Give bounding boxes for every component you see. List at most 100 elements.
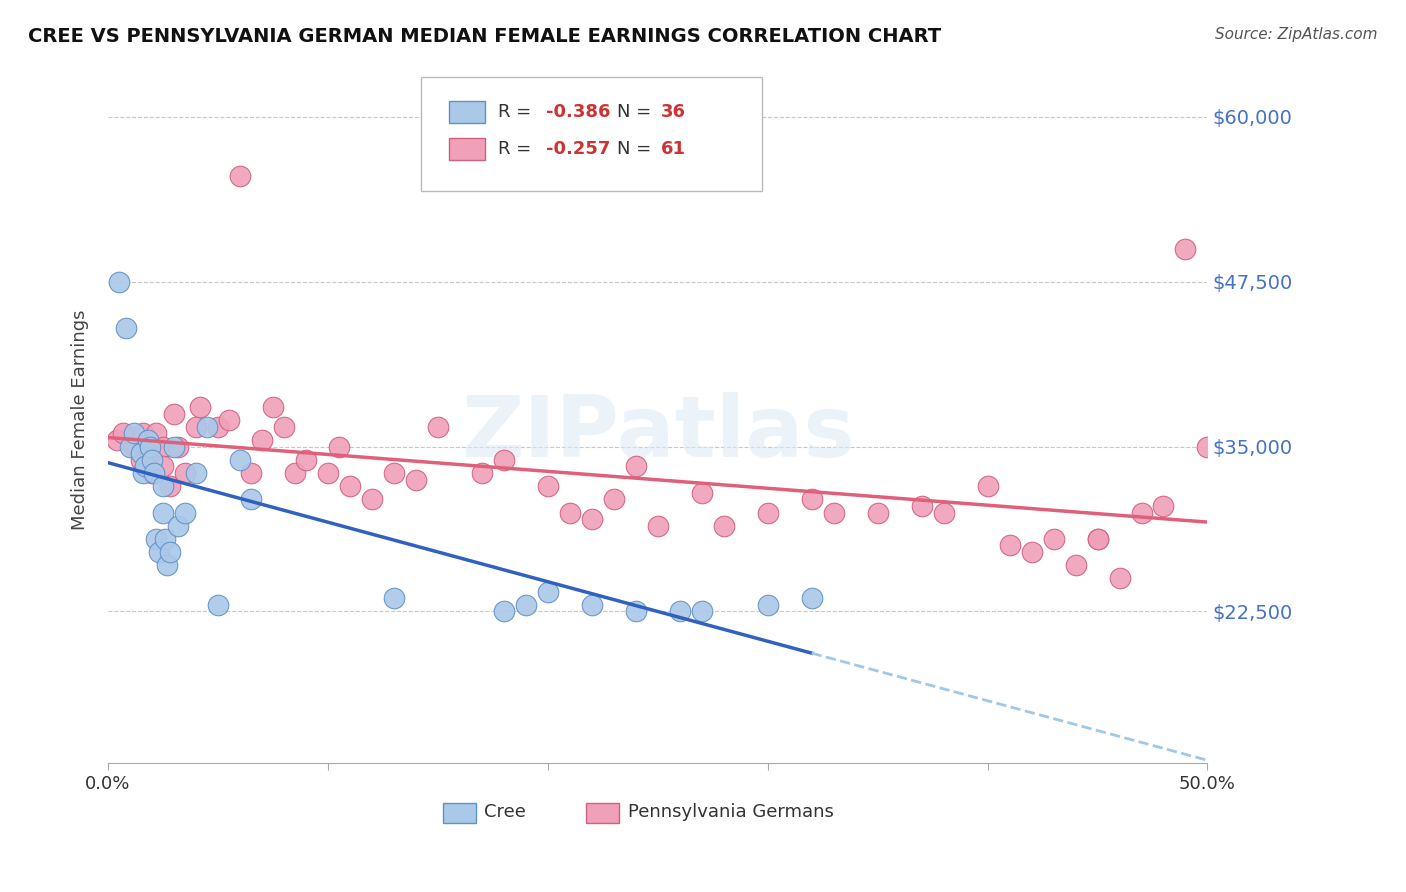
Point (1130, 506, 1153, 520)
Text: R =: R = (498, 103, 537, 120)
Point (471, 466, 494, 480)
Point (112, 426, 135, 441)
Point (139, 440, 162, 454)
Point (800, 492, 823, 507)
Point (152, 459, 174, 474)
Point (188, 400, 211, 414)
Point (184, 466, 207, 480)
Point (132, 466, 155, 480)
Point (153, 532, 176, 546)
FancyBboxPatch shape (586, 803, 619, 823)
Point (167, 518, 190, 533)
Point (174, 466, 197, 480)
Point (382, 591, 405, 606)
Point (124, 440, 146, 454)
Point (195, 420, 218, 434)
Point (229, 452, 252, 467)
Point (515, 598, 537, 612)
Point (932, 506, 955, 520)
Point (136, 433, 159, 447)
Text: 36: 36 (661, 103, 686, 120)
Point (152, 506, 174, 520)
FancyBboxPatch shape (449, 138, 485, 161)
Point (108, 275, 131, 289)
Text: Cree: Cree (484, 804, 526, 822)
Text: 61: 61 (661, 140, 686, 159)
Text: ZIPatlas: ZIPatlas (461, 392, 855, 475)
Point (647, 518, 669, 533)
Point (800, 591, 823, 606)
Point (159, 479, 181, 493)
Point (1087, 532, 1109, 546)
Point (167, 440, 190, 454)
Point (1197, 440, 1219, 454)
Point (998, 539, 1021, 553)
Point (756, 506, 779, 520)
Point (668, 604, 690, 618)
Point (262, 400, 284, 414)
Point (152, 479, 174, 493)
Point (1087, 532, 1109, 546)
Point (159, 545, 181, 559)
Text: N =: N = (617, 140, 657, 159)
Point (105, 433, 128, 447)
Point (339, 479, 361, 493)
Point (492, 604, 515, 618)
FancyBboxPatch shape (443, 803, 477, 823)
Point (558, 506, 581, 520)
Point (713, 518, 735, 533)
Point (129, 452, 152, 467)
Text: N =: N = (617, 103, 657, 120)
Point (218, 413, 240, 427)
Point (114, 321, 136, 335)
Point (273, 420, 295, 434)
Point (163, 440, 186, 454)
Point (581, 598, 603, 612)
Point (405, 473, 427, 487)
Point (152, 440, 174, 454)
Point (1108, 571, 1130, 585)
Point (174, 506, 197, 520)
Point (229, 169, 252, 184)
Point (239, 466, 262, 480)
Point (118, 440, 141, 454)
Point (976, 479, 998, 493)
Point (139, 446, 162, 460)
Point (239, 492, 262, 507)
Point (624, 604, 647, 618)
Text: R =: R = (498, 140, 537, 159)
Point (129, 446, 152, 460)
Point (756, 598, 779, 612)
Point (136, 440, 159, 454)
Point (1153, 499, 1175, 513)
Point (328, 440, 350, 454)
Point (132, 426, 155, 441)
Point (603, 492, 626, 507)
FancyBboxPatch shape (422, 78, 762, 191)
Point (207, 598, 229, 612)
Point (537, 584, 560, 599)
Point (124, 426, 146, 441)
Y-axis label: Median Female Earnings: Median Female Earnings (72, 310, 89, 531)
Point (316, 466, 339, 480)
Point (156, 558, 179, 573)
Point (426, 420, 449, 434)
Point (250, 433, 273, 447)
Point (360, 492, 382, 507)
Point (134, 459, 156, 474)
Point (537, 479, 560, 493)
Text: -0.386: -0.386 (546, 103, 610, 120)
Point (823, 506, 845, 520)
Point (1064, 558, 1087, 573)
Text: -0.257: -0.257 (546, 140, 610, 159)
Point (492, 452, 515, 467)
Point (295, 452, 318, 467)
Point (145, 532, 167, 546)
Point (148, 545, 170, 559)
Point (690, 485, 713, 500)
Point (163, 407, 186, 421)
Point (143, 466, 166, 480)
Point (184, 420, 207, 434)
Point (145, 426, 167, 441)
Point (1174, 242, 1197, 256)
